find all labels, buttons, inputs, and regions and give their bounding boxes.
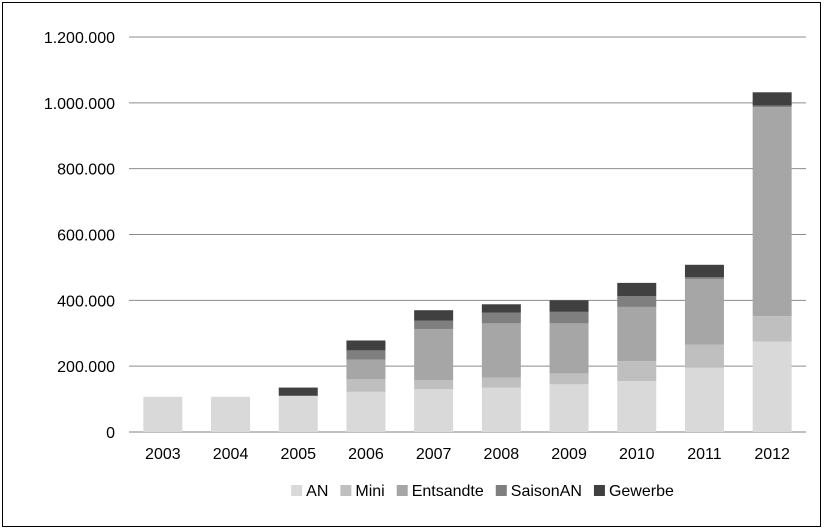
bar-gewerbe-2007: [414, 310, 454, 321]
bar-entsandte-2010: [617, 306, 657, 362]
y-tick-label: 1.000.000: [44, 96, 115, 113]
y-tick-label: 1.200.000: [44, 30, 115, 47]
legend-label-mini: Mini: [355, 483, 384, 500]
bar-entsandte-2007: [414, 328, 454, 380]
bar-mini-2006: [346, 379, 386, 392]
y-tick-label: 0: [106, 425, 115, 442]
bar-saisonan-2008: [481, 312, 521, 324]
x-tick-label: 2011: [687, 446, 722, 463]
x-tick-label: 2004: [213, 446, 249, 463]
y-tick-label: 400.000: [57, 293, 115, 310]
legend-swatch-an: [291, 485, 303, 496]
x-tick-label: 2009: [551, 446, 587, 463]
legend-swatch-mini: [340, 485, 352, 496]
bar-saisonan-2010: [617, 296, 657, 307]
bar-saisonan-2006: [346, 350, 386, 360]
bar-entsandte-2009: [549, 323, 589, 374]
gridlines: [129, 36, 806, 433]
bar-mini-2011: [684, 344, 724, 368]
bar-saisonan-2007: [414, 320, 454, 329]
bar-an-2006: [346, 391, 386, 432]
bar-entsandte-2011: [684, 278, 724, 345]
x-tick-label: 2012: [754, 446, 790, 463]
bar-gewerbe-2008: [481, 304, 521, 313]
bar-saisonan-2012: [752, 105, 792, 108]
bar-an-2012: [752, 341, 792, 432]
bar-mini-2007: [414, 379, 454, 390]
legend-label-an: AN: [306, 483, 328, 500]
legend-swatch-saisonan: [495, 485, 507, 496]
bar-an-2011: [684, 367, 724, 432]
x-tick-label: 2003: [145, 446, 181, 463]
bar-an-2004: [211, 396, 251, 432]
y-tick-label: 200.000: [57, 359, 115, 376]
legend-label-entsandte: Entsandte: [412, 483, 484, 500]
x-tick-label: 2008: [484, 446, 520, 463]
y-axis: 0 200.000 400.000 600.000 800.000 1.000.000 1.…: [44, 30, 115, 442]
x-tick-label: 2005: [280, 446, 316, 463]
legend-swatch-entsandte: [396, 485, 408, 496]
bar-entsandte-2012: [752, 107, 792, 317]
bar-gewerbe-2009: [549, 300, 589, 312]
legend: AN Mini Entsandte SaisonAN Gewerbe: [291, 483, 674, 500]
bar-an-2009: [549, 384, 589, 432]
bar-an-2003: [143, 396, 183, 432]
bar-gewerbe-2010: [617, 282, 657, 297]
bars: [143, 92, 792, 432]
y-tick-label: 600.000: [57, 228, 115, 245]
bar-gewerbe-2005: [278, 387, 318, 396]
bar-saisonan-2009: [549, 311, 589, 324]
bar-gewerbe-2012: [752, 92, 792, 106]
legend-swatch-gewerbe: [593, 485, 605, 496]
x-tick-label: 2010: [619, 446, 655, 463]
bar-mini-2010: [617, 361, 657, 381]
y-tick-label: 800.000: [57, 162, 115, 179]
bar-entsandte-2006: [346, 359, 386, 380]
x-axis: 2003 2004 2005 2006 2007 2008 2009 2010 2011 2012: [145, 446, 790, 463]
bar-gewerbe-2011: [684, 264, 724, 278]
bar-gewerbe-2006: [346, 340, 386, 351]
bar-entsandte-2008: [481, 323, 521, 378]
bar-an-2005: [278, 395, 318, 432]
bar-an-2008: [481, 387, 521, 432]
bar-saisonan-2011: [684, 277, 724, 279]
legend-label-gewerbe: Gewerbe: [609, 483, 674, 500]
bar-mini-2012: [752, 316, 792, 342]
bar-an-2010: [617, 380, 657, 432]
x-tick-label: 2006: [348, 446, 384, 463]
bar-mini-2008: [481, 377, 521, 388]
stacked-bar-chart: 0 200.000 400.000 600.000 800.000 1.000.000 1.…: [44, 30, 806, 500]
x-tick-label: 2007: [416, 446, 452, 463]
bar-an-2007: [414, 389, 454, 432]
legend-label-saisonan: SaisonAN: [511, 483, 582, 500]
bar-mini-2009: [549, 373, 589, 385]
